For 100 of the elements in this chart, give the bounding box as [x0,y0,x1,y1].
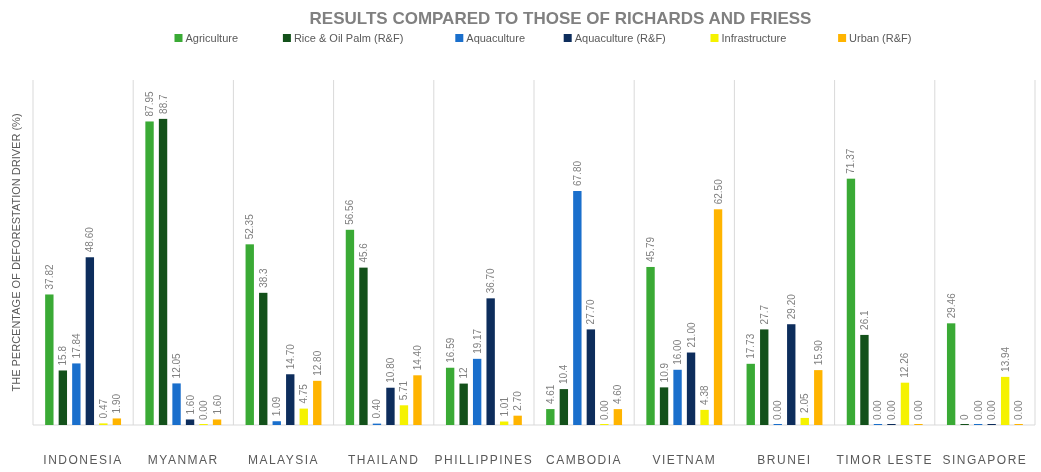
bar [259,292,268,425]
data-label: 1.01 [498,396,510,417]
data-label: 16.59 [444,337,456,363]
data-label: 27.7 [758,304,770,325]
bar [112,418,122,425]
data-label: 10.9 [658,362,670,383]
data-label: 17.73 [745,333,757,359]
data-label: 87.95 [144,91,156,117]
data-label: 71.37 [845,148,857,174]
legend-label: Infrastructure [721,32,787,44]
data-label: 0.00 [772,400,784,420]
data-label: 15.8 [57,345,69,366]
data-label: 10.80 [384,357,396,383]
data-label: 14.70 [284,343,296,370]
data-label: 0.47 [97,398,109,419]
data-label: 88.7 [157,93,169,114]
data-label: 1.60 [211,394,223,415]
legend-label: Rice & Oil Palm (R&F) [293,32,404,44]
data-label: 0.00 [198,400,210,420]
legend-label: Urban (R&F) [849,32,912,44]
x-tick-label: CAMBODIA [546,453,623,467]
data-label: 0.40 [371,398,383,419]
bar [299,408,308,425]
bar [272,421,281,425]
bar [459,383,468,425]
data-label: 5.71 [398,380,410,401]
bar [546,409,555,425]
data-label: 0.00 [972,400,984,420]
bar [787,324,796,425]
chart-title: RESULTS COMPARED TO THOSE OF RICHARDS AND FRIESS [309,9,812,28]
bar [659,387,669,425]
data-label: 4.75 [298,383,310,404]
data-label: 36.70 [485,267,497,294]
x-tick-label: MALAYSIA [247,453,320,467]
x-tick-label: SINGAPORE [942,453,1028,467]
data-label: 29.20 [785,293,797,320]
data-label: 62.50 [712,178,724,205]
data-label: 0.00 [912,400,924,420]
bar [445,367,455,425]
data-label: 16.00 [672,339,684,365]
bar [345,229,355,425]
bar [313,380,322,425]
legend-label: Aquaculture [466,32,526,44]
bar [1000,376,1010,425]
data-label: 1.09 [271,396,283,417]
data-label: 12.05 [171,352,183,379]
data-label: 0 [959,414,971,420]
bar [212,419,222,425]
data-label: 67.80 [571,160,583,187]
data-label: 27.70 [585,298,597,325]
data-label: 13.94 [999,346,1011,372]
data-label: 2.70 [512,390,524,411]
legend-label: Agriculture [185,32,239,44]
bar [85,257,95,425]
data-label: 0.00 [598,400,610,420]
bar [513,415,522,425]
data-label: 2.05 [799,393,811,413]
bar [413,375,422,425]
bar [613,409,623,425]
data-label: 17.84 [70,332,82,359]
bar [800,417,809,425]
x-tick-label: THAILAND [348,453,420,467]
bar [846,178,856,425]
bar [359,267,368,425]
bar [814,370,823,425]
bar [746,363,755,425]
data-label: 52.35 [244,213,256,240]
y-axis-title: THE PERCENTAGE OF DEFORESTATION DRIVER (%) [10,113,22,392]
bar [573,191,582,425]
bar [946,323,956,425]
bar [386,387,395,425]
data-label: 37.82 [43,264,55,290]
data-label: 56.56 [344,199,356,225]
bar [72,363,81,425]
data-label: 0.00 [872,400,884,420]
bar [145,121,154,425]
x-tick-label: BRUNEI [757,453,812,467]
data-label: 10.4 [558,364,570,385]
x-tick-label: PHILLIPPINES [434,453,534,467]
data-label: 0.00 [1013,400,1025,420]
bar [860,334,869,425]
data-label: 45.79 [645,236,657,262]
bar [586,329,596,425]
data-label: 15.90 [812,339,824,366]
bar [399,405,409,425]
bar [559,389,569,425]
data-label: 12 [458,367,470,379]
bar [158,118,168,425]
bar [45,294,54,425]
bar [172,383,181,425]
bar [486,298,495,425]
x-tick-label: MYANMAR [147,453,219,467]
data-label: 38.3 [257,267,269,288]
data-label: 4.61 [544,384,556,405]
bar [760,329,769,425]
data-label: 14.40 [411,344,423,371]
data-label: 19.17 [471,328,483,354]
data-label: 0.00 [885,400,897,420]
data-label: 26.1 [858,310,870,330]
data-label: 0.00 [986,400,998,420]
